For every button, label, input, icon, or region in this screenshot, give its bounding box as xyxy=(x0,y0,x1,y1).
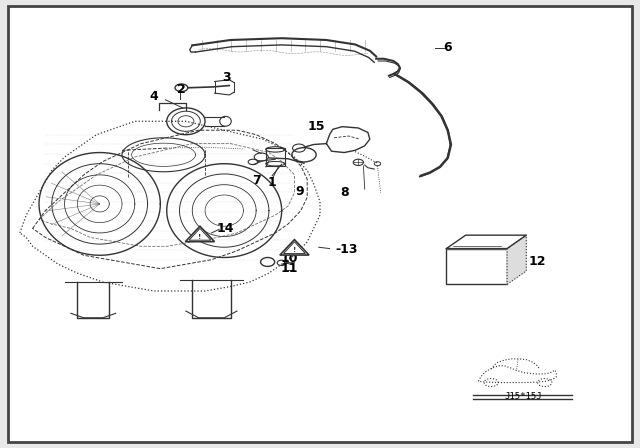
Text: J15*15J: J15*15J xyxy=(504,392,542,401)
Text: 7: 7 xyxy=(252,174,260,187)
Text: !: ! xyxy=(293,247,296,253)
Polygon shape xyxy=(507,235,526,284)
Text: 4: 4 xyxy=(150,90,158,103)
Text: 9: 9 xyxy=(295,185,304,198)
Text: 8: 8 xyxy=(340,186,349,199)
FancyBboxPatch shape xyxy=(8,6,632,442)
Text: 11: 11 xyxy=(280,262,298,275)
Text: 1: 1 xyxy=(268,176,276,189)
Polygon shape xyxy=(447,235,526,249)
Polygon shape xyxy=(189,228,211,240)
Text: 10: 10 xyxy=(280,252,298,265)
Text: !: ! xyxy=(198,234,202,240)
Text: 3: 3 xyxy=(222,71,230,84)
Text: 2: 2 xyxy=(177,82,186,95)
Polygon shape xyxy=(284,242,305,254)
Bar xyxy=(339,138,351,145)
Bar xyxy=(447,249,507,284)
Polygon shape xyxy=(280,240,309,255)
Text: 15: 15 xyxy=(308,120,326,133)
Polygon shape xyxy=(326,127,370,152)
Text: 14: 14 xyxy=(217,222,234,235)
Text: 12: 12 xyxy=(529,254,547,267)
Text: -13: -13 xyxy=(335,242,358,255)
Polygon shape xyxy=(186,226,214,241)
Text: 6: 6 xyxy=(444,41,452,54)
